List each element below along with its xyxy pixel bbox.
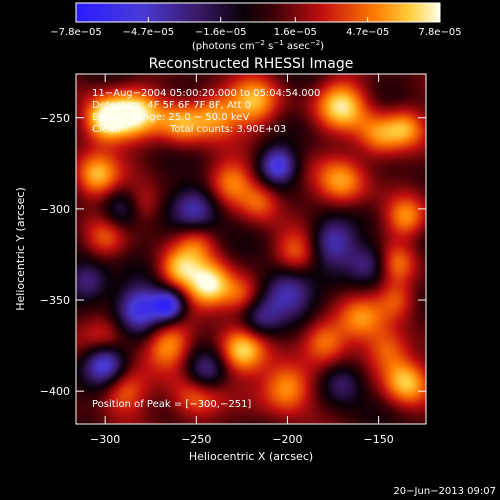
annotation-block: 11−Aug−2004 05:00:20.000 to 05:04:54.000… bbox=[92, 88, 320, 410]
colorbar-tick-labels: −7.8e−05 −4.7e−05 −1.6e−05 1.6e−05 4.7e−05 7.… bbox=[50, 27, 461, 38]
y-axis-ticks: −250 −300 −350 −400 bbox=[40, 112, 426, 398]
colorbar-ramp bbox=[75, 2, 441, 23]
colorbar-tick-label: −1.6e−05 bbox=[195, 27, 247, 38]
colorbar-tick-label: −7.8e−05 bbox=[50, 27, 102, 38]
annotation-energy-range: Energy Range: 25.0 − 50.0 keV bbox=[92, 112, 249, 123]
y-tick-label: −400 bbox=[40, 385, 70, 398]
y-tick-label: −250 bbox=[40, 112, 70, 125]
colorbar-tick-label: 4.7e−05 bbox=[346, 27, 389, 38]
x-tick-label: −150 bbox=[363, 433, 393, 446]
y-tick-label: −350 bbox=[40, 294, 70, 307]
x-tick-label: −300 bbox=[90, 433, 120, 446]
x-tick-label: −250 bbox=[181, 433, 211, 446]
colorbar-ticks bbox=[75, 17, 441, 22]
annotation-detectors: Detectors: 4F 5F 6F 7F 8F, Att 0 bbox=[92, 100, 251, 111]
y-axis-label: Heliocentric Y (arcsec) bbox=[14, 187, 27, 311]
annotation-time-range: 11−Aug−2004 05:00:20.000 to 05:04:54.000 bbox=[92, 88, 320, 99]
x-axis-ticks: −300 −250 −200 −150 bbox=[90, 74, 394, 446]
y-tick-label: −300 bbox=[40, 203, 70, 216]
x-tick-label: −200 bbox=[272, 433, 302, 446]
plot-area bbox=[76, 74, 426, 424]
colorbar-tick-label: 1.6e−05 bbox=[274, 27, 317, 38]
annotation-total-counts: Total counts: 3.90E+03 bbox=[169, 124, 286, 135]
colorbar-tick-label: −4.7e−05 bbox=[123, 27, 175, 38]
colorbar-tick-label: 7.8e−05 bbox=[418, 27, 461, 38]
annotation-peak-position: Position of Peak = [−300,−251] bbox=[92, 399, 251, 410]
colorbar-unit-label: (photons cm−2 s−1 asec−2) bbox=[192, 39, 324, 52]
colorbar: −7.8e−05 −4.7e−05 −1.6e−05 1.6e−05 4.7e−05 7.… bbox=[50, 2, 462, 52]
plot-frame bbox=[75, 73, 427, 425]
x-axis-label: Heliocentric X (arcsec) bbox=[189, 450, 313, 463]
heatmap-image bbox=[76, 74, 426, 424]
footer-timestamp: 20−Jun−2013 09:07 bbox=[393, 486, 496, 497]
annotation-algorithm: Clean bbox=[92, 124, 120, 135]
chart-title: Reconstructed RHESSI Image bbox=[149, 56, 354, 72]
